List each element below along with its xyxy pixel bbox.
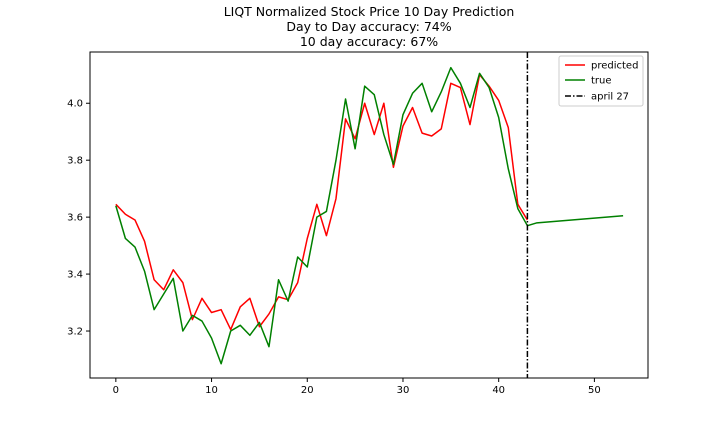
- chart-title-line-3: 10 day accuracy: 67%: [300, 34, 438, 49]
- legend: predicted true april 27: [558, 55, 644, 107]
- series-line-true: [115, 66, 624, 365]
- x-tick-label-20: 20: [301, 385, 314, 396]
- chart-title-line-1: LIQT Normalized Stock Price 10 Day Predi…: [224, 4, 515, 19]
- y-tick-label-3.4: 3.4: [67, 270, 83, 281]
- chart-title: LIQT Normalized Stock Price 10 Day Predi…: [224, 4, 515, 49]
- x-tick-label-10: 10: [205, 385, 218, 396]
- x-tick-label-40: 40: [492, 385, 505, 396]
- legend-box: [558, 55, 644, 107]
- x-axis: 0 10 20 30 40 50: [113, 378, 601, 396]
- plot-frame: [89, 51, 649, 379]
- legend-label-predicted: predicted: [591, 61, 638, 72]
- x-tick-label-0: 0: [113, 385, 119, 396]
- x-tick-label-30: 30: [397, 385, 410, 396]
- legend-label-true: true: [591, 76, 612, 87]
- legend-label-april-27: april 27: [591, 92, 629, 103]
- y-axis: 3.2 3.4 3.6 3.8 4.0: [67, 99, 90, 338]
- y-tick-label-3.6: 3.6: [67, 213, 83, 224]
- plot-area: [90, 52, 648, 378]
- chart-title-line-2: Day to Day accuracy: 74%: [286, 19, 451, 34]
- y-tick-label-4.0: 4.0: [67, 99, 83, 110]
- x-tick-label-50: 50: [588, 385, 601, 396]
- series-layer: [115, 66, 624, 365]
- y-tick-label-3.8: 3.8: [67, 156, 83, 167]
- series-line-predicted: [115, 74, 529, 331]
- y-tick-label-3.2: 3.2: [67, 327, 83, 338]
